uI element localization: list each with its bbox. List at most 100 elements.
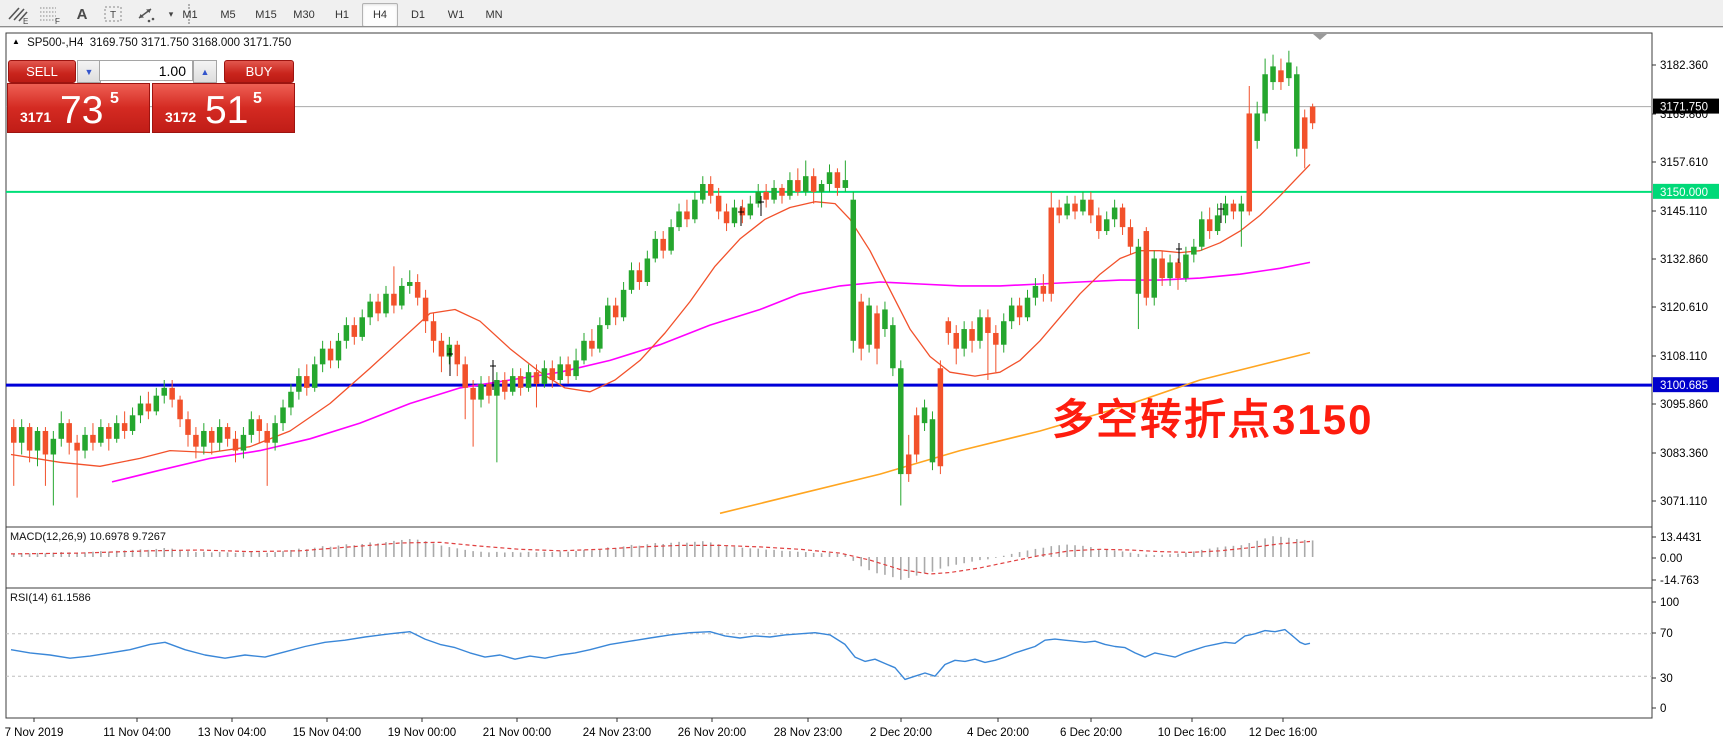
candle-body (1254, 113, 1260, 141)
candle-body (1008, 305, 1015, 322)
candle-body (296, 376, 302, 392)
candle-body (739, 207, 746, 216)
ohlc-values: 3169.750 3171.750 3168.000 3171.750 (89, 37, 292, 49)
time-axis-label: 11 Nov 04:00 (103, 727, 171, 739)
candle-body (707, 184, 714, 196)
collapse-arrow-icon[interactable]: ▲ (12, 37, 20, 46)
candle-body (106, 427, 112, 439)
candle-body (660, 238, 666, 251)
candle-body (169, 387, 175, 400)
sell-button[interactable]: SELL (8, 60, 76, 83)
candle-body (430, 321, 437, 341)
candle-body (438, 340, 445, 357)
candle-body (66, 423, 72, 443)
candle-body (1262, 74, 1268, 114)
candle-body (383, 293, 389, 314)
candle-body (161, 387, 167, 396)
candle-body (1238, 203, 1245, 212)
hatch-pencil-expert-icon[interactable]: E (6, 3, 30, 25)
candle-body (462, 364, 468, 388)
timeframe-button-MN[interactable]: MN (485, 9, 503, 21)
timeframe-button-W1[interactable]: W1 (447, 9, 465, 21)
candle-body (1294, 74, 1300, 149)
timeframe-button-M5[interactable]: M5 (220, 9, 236, 21)
candle-body (1103, 219, 1110, 232)
volume-increase-button[interactable]: ▲ (193, 60, 217, 83)
candle-body (605, 305, 611, 326)
candle-body (359, 317, 365, 337)
candle-body (628, 270, 635, 290)
timeframe-button-H4[interactable]: H4 (362, 3, 398, 27)
time-axis-label: 4 Dec 20:00 (967, 727, 1029, 739)
candle-body (1119, 207, 1126, 228)
candle-body (1143, 231, 1150, 298)
current-price-badge: 3171.750 (1660, 102, 1708, 114)
timeframe-button-H1[interactable]: H1 (334, 9, 350, 21)
toolbar-separator (188, 4, 193, 24)
candle-body (1246, 113, 1253, 212)
rsi-axis-label: 70 (1660, 628, 1673, 640)
candle-body (1230, 203, 1237, 212)
candle-body (446, 344, 453, 357)
candle-body (90, 434, 96, 443)
candle-body (304, 376, 310, 388)
candle-body (1301, 117, 1308, 149)
candle-body (525, 372, 532, 388)
macd-axis-label: -14.763 (1660, 575, 1699, 587)
time-axis-label: 21 Nov 00:00 (483, 727, 551, 739)
candle-body (1127, 227, 1134, 247)
volume-decrease-button[interactable]: ▼ (77, 60, 101, 83)
buy-button[interactable]: BUY (224, 60, 294, 83)
time-axis-label: 2 Dec 20:00 (870, 727, 932, 739)
rsi-indicator-label: RSI(14) 61.1586 (10, 592, 91, 604)
candle-body (565, 364, 571, 377)
sell-price-box[interactable]: 3171 73 5 (7, 83, 150, 133)
candle-body (82, 434, 88, 451)
dropdown-caret-icon[interactable]: ▾ (168, 8, 174, 19)
timeframe-button-D1[interactable]: D1 (410, 9, 426, 21)
buy-price-prefix: 3172 (165, 109, 197, 125)
svg-text:F: F (55, 17, 60, 25)
timeframe-buttons: M1 M5 M15 M30 H1 H4 D1 W1 MN (172, 3, 512, 27)
candle-body (1072, 203, 1078, 212)
candle-body (779, 187, 785, 196)
blue-level-badge-bg (1653, 377, 1719, 393)
buy-price-box[interactable]: 3172 51 5 (152, 83, 295, 133)
chart-header: ▲ SP500-,H4 3169.750 3171.750 3168.000 3… (12, 37, 291, 49)
text-box-icon[interactable]: T (102, 3, 126, 25)
candle-body (1048, 207, 1055, 294)
grid-fibo-icon[interactable]: F (38, 3, 62, 25)
candle-body (98, 427, 104, 443)
timeframe-button-M1[interactable]: M1 (182, 9, 198, 21)
candle-body (763, 191, 769, 200)
text-label-icon[interactable]: A (76, 5, 88, 23)
candle-body (272, 423, 278, 443)
buy-price-pip: 5 (253, 90, 262, 107)
macd-axis-label: 13.4431 (1660, 532, 1702, 544)
one-click-trade-panel: SELL ▼ 1.00 ▲ BUY 3171 73 5 3172 51 5 (7, 60, 295, 133)
timeframe-button-M30[interactable]: M30 (293, 9, 315, 21)
cursor-mode-icon[interactable] (134, 3, 158, 25)
candle-body (399, 285, 405, 306)
candle-body (890, 325, 896, 369)
candle-body (1016, 305, 1023, 318)
candle-body (137, 403, 144, 416)
candle-body (11, 427, 17, 443)
price-axis-label: 3157.610 (1660, 157, 1708, 169)
volume-input[interactable]: 1.00 (99, 60, 193, 81)
candle-body (1032, 285, 1039, 298)
price-axis-label: 3071.110 (1660, 496, 1707, 508)
candle-body (288, 391, 294, 408)
candle-body (454, 344, 461, 365)
candle-body (644, 258, 651, 283)
current-price-badge-bg (1653, 98, 1719, 114)
candle-body (1214, 215, 1221, 232)
candle-body (201, 430, 207, 447)
green-level-badge-bg (1653, 183, 1719, 199)
candle-body (636, 270, 643, 283)
svg-text:E: E (23, 17, 28, 25)
candle-body (921, 407, 928, 424)
timeframe-button-M15[interactable]: M15 (255, 9, 277, 21)
candle-body (700, 184, 706, 200)
chart-shift-marker-icon (1313, 34, 1327, 40)
